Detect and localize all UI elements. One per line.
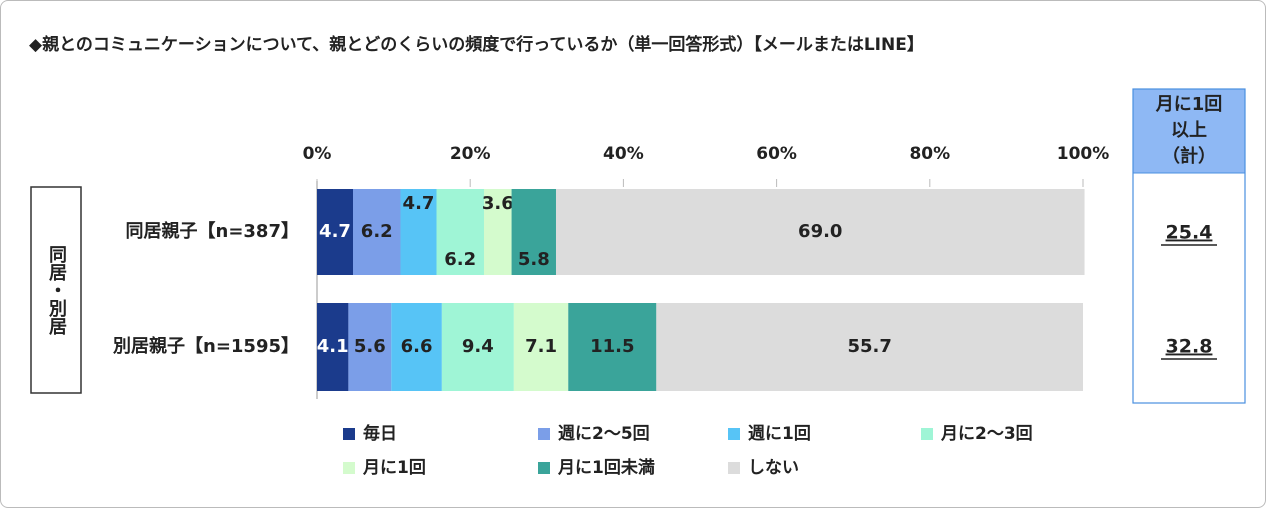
legend-label: しない: [748, 458, 799, 478]
bar-segment: [441, 303, 514, 391]
y-tick-label: 同居親子【n=387】: [126, 220, 299, 242]
totals-header-bg: [1133, 89, 1245, 173]
x-tick-label: 60%: [756, 144, 797, 164]
bar-segment: [400, 189, 437, 275]
bar-segment: [511, 189, 556, 275]
legend-label: 月に2～3回: [940, 424, 1033, 444]
value-label: 11.5: [590, 336, 634, 357]
y-label: 同居・別居: [46, 245, 67, 336]
bar-segment: [555, 189, 1085, 275]
value-label: 5.6: [354, 336, 386, 357]
bar-segment: [513, 303, 569, 391]
value-label: 6.2: [444, 249, 476, 270]
totals-header: 月に1回: [1155, 94, 1223, 115]
bar-segment: [391, 303, 442, 391]
bar-segment: [353, 189, 401, 275]
legend-swatch: [728, 428, 740, 440]
legend-label: 月に1回: [362, 458, 426, 478]
bar-segment: [317, 303, 349, 391]
value-label: 5.8: [518, 249, 550, 270]
value-label: 7.1: [525, 336, 557, 357]
bar-segment: [436, 189, 484, 275]
value-label: 4.7: [319, 221, 351, 242]
chart-title: ◆親とのコミュニケーションについて、親とどのくらいの頻度で行っているか（単一回答…: [29, 35, 924, 55]
y-tick-label: 別居親子【n=1595】: [113, 335, 299, 357]
legend-swatch: [343, 462, 355, 474]
legend-swatch: [538, 428, 550, 440]
group-box: [30, 186, 82, 394]
x-tick-label: 20%: [450, 144, 491, 164]
legend-swatch: [921, 428, 933, 440]
value-label: 4.1: [317, 336, 349, 357]
x-tick-label: 0%: [303, 144, 332, 164]
value-label: 3.6: [482, 193, 514, 214]
bar-segment: [483, 189, 512, 275]
bar-segment: [568, 303, 657, 391]
bar-segment: [317, 189, 354, 275]
bar-segment: [348, 303, 392, 391]
legend-swatch: [728, 462, 740, 474]
x-tick-label: 40%: [603, 144, 644, 164]
legend-label: 週に2～5回: [558, 424, 650, 444]
totals-header: （計）: [1162, 145, 1216, 167]
value-label: 6.2: [361, 221, 393, 242]
value-label: 9.4: [462, 336, 494, 357]
x-tick-label: 80%: [909, 144, 950, 164]
legend-swatch: [538, 462, 550, 474]
totals-header: 以上: [1171, 120, 1207, 141]
total-value: 32.8: [1166, 336, 1213, 358]
legend-label: 毎日: [363, 423, 397, 444]
value-label: 55.7: [847, 336, 891, 357]
value-label: 6.6: [401, 336, 433, 357]
value-label: 69.0: [798, 221, 842, 242]
legend-swatch: [343, 428, 355, 440]
total-value: 25.4: [1166, 222, 1213, 244]
totals-box: [1132, 88, 1246, 404]
legend-label: 週に1回: [748, 424, 811, 444]
bar-segment: [656, 303, 1083, 391]
x-tick-label: 100%: [1057, 144, 1110, 164]
legend-label: 月に1回未満: [557, 457, 655, 478]
value-label: 4.7: [403, 193, 435, 214]
